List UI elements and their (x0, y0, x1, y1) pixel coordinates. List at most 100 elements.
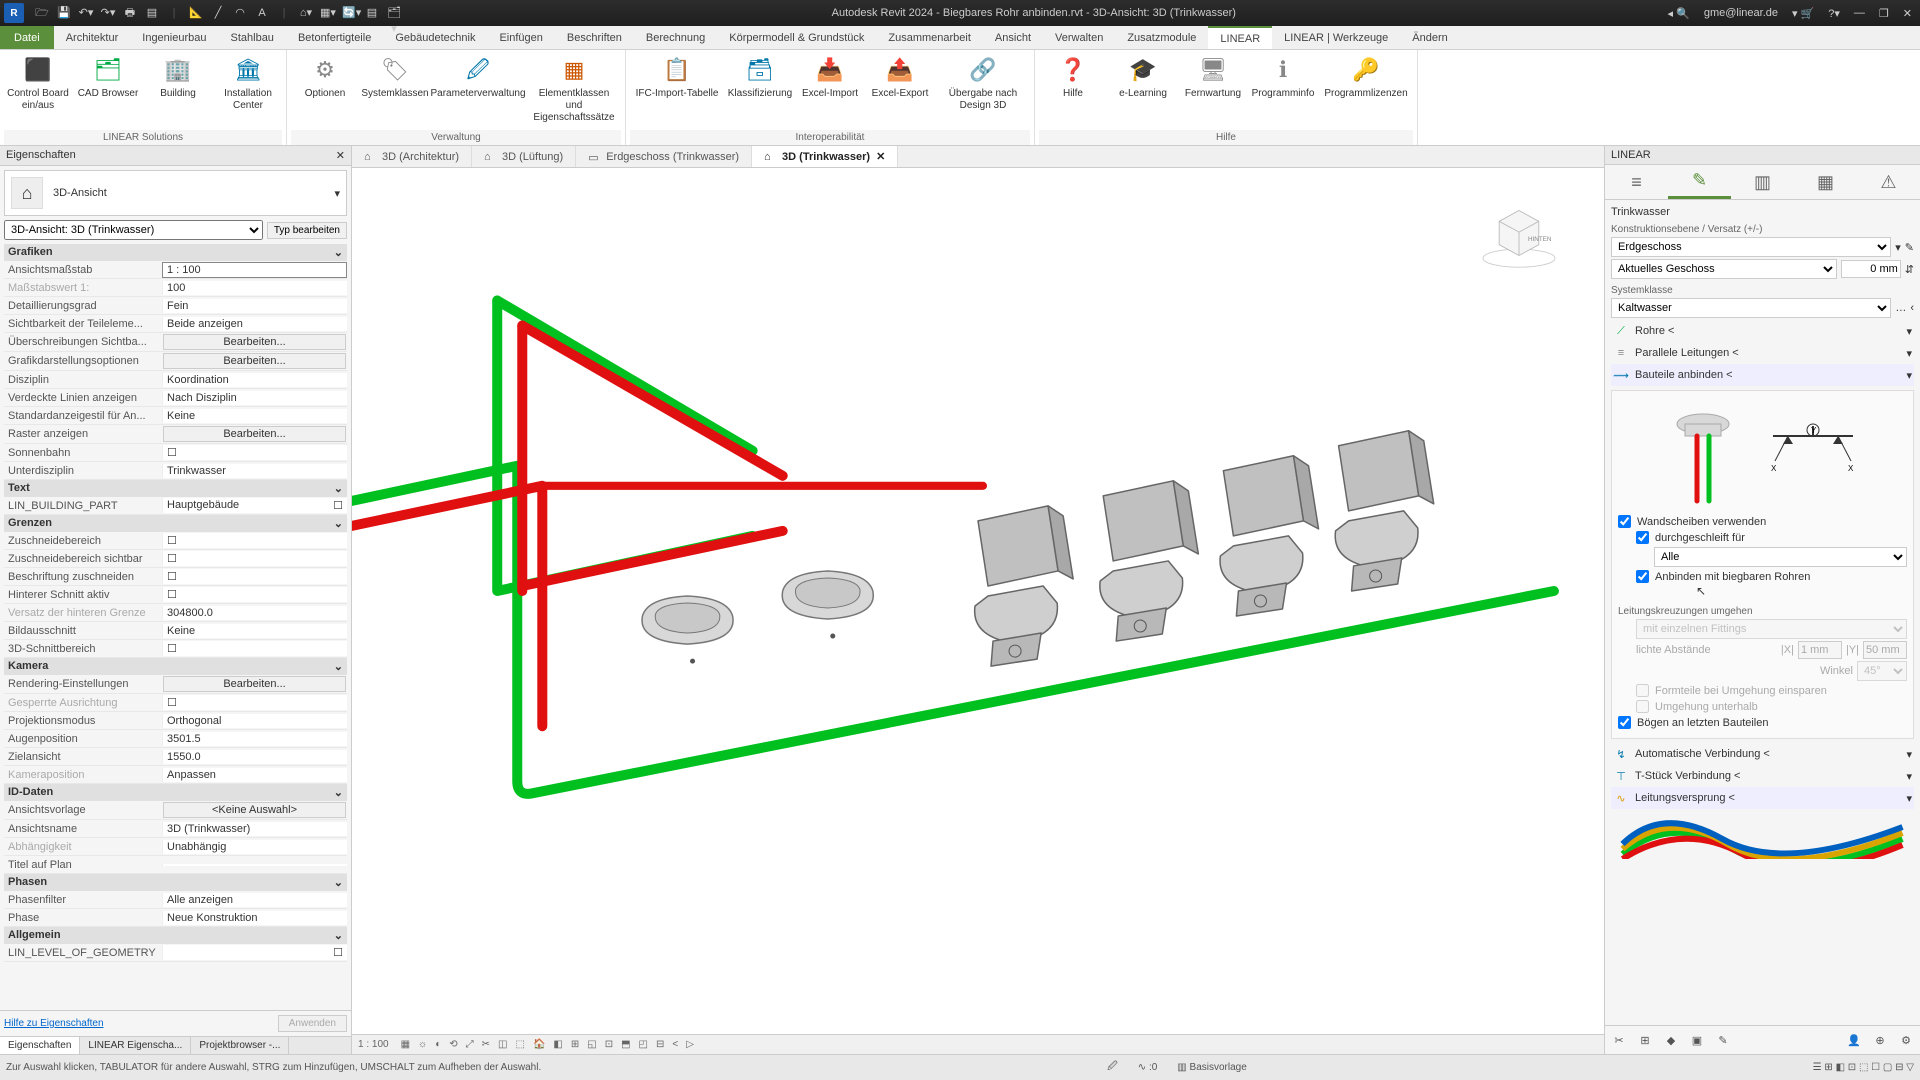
rfoot-icon-7[interactable]: ⊕ (1870, 1030, 1890, 1050)
ribbon-button[interactable]: 📋IFC-Import-Tabelle (630, 52, 724, 130)
property-row[interactable]: Versatz der hinteren Grenze304800.0 (4, 604, 347, 622)
property-row[interactable]: Gesperrte Ausrichtung (4, 694, 347, 712)
search-icon[interactable]: ◂ 🔍 (1668, 7, 1690, 20)
property-row[interactable]: Maßstabswert 1:100 (4, 279, 347, 297)
property-row[interactable]: DisziplinKoordination (4, 371, 347, 389)
rpanel-tab-warn-icon[interactable]: ⚠ (1857, 165, 1920, 199)
property-row[interactable]: LIN_LEVEL_OF_GEOMETRY ☐ (4, 944, 347, 962)
qat-line-icon[interactable]: ╱ (210, 5, 226, 21)
file-tab[interactable]: Datei (0, 26, 54, 49)
rpanel-tab-edit-icon[interactable]: ✎ (1668, 165, 1731, 199)
rpanel-tab-list-icon[interactable]: ≡ (1605, 165, 1668, 199)
close-tab-icon[interactable]: ✕ (876, 150, 885, 163)
ribbon-button[interactable]: 🖥Fernwartung (1179, 52, 1247, 130)
ribbon-tab[interactable]: Gebäudetechnik (383, 26, 487, 49)
viewbar-icon[interactable]: ⬚ (516, 1039, 525, 1050)
restore-icon[interactable]: ❐ (1879, 7, 1889, 20)
edit-type-button[interactable]: Typ bearbeiten (267, 222, 347, 239)
level-lock-icon[interactable]: ▾ (1895, 241, 1901, 254)
properties-bottom-tab[interactable]: LINEAR Eigenscha... (80, 1037, 191, 1054)
tool-row[interactable]: ↯Automatische Verbindung <▾ (1611, 743, 1914, 765)
sysclass-opt1-icon[interactable]: … (1895, 302, 1906, 314)
ribbon-button[interactable]: 🏷Systemklassen (361, 52, 429, 130)
level-pick-icon[interactable]: ✎ (1905, 241, 1914, 254)
ribbon-button[interactable]: 📥Excel-Import (796, 52, 864, 130)
ribbon-button[interactable]: ▦Elementklassen und Eigenschaftssätze (527, 52, 621, 130)
viewbar-icon[interactable]: ⊡ (605, 1039, 613, 1050)
rfoot-icon-6[interactable]: 👤 (1844, 1030, 1864, 1050)
property-category[interactable]: Phasen⌄ (4, 874, 347, 891)
property-row[interactable]: Überschreibungen Sichtba...Bearbeiten... (4, 333, 347, 352)
viewbar-icon[interactable]: ⊟ (656, 1039, 664, 1050)
rfoot-icon-1[interactable]: ✂ (1609, 1030, 1629, 1050)
property-row[interactable]: Standardanzeigestil für An...Keine (4, 407, 347, 425)
bieg-checkbox[interactable] (1636, 570, 1649, 583)
rfoot-icon-5[interactable]: ✎ (1713, 1030, 1733, 1050)
viewbar-icon[interactable]: ◫ (498, 1039, 507, 1050)
ribbon-button[interactable]: 🔗Übergabe nach Design 3D (936, 52, 1030, 130)
sysclass-select[interactable]: Kaltwasser (1611, 298, 1891, 318)
ribbon-tab[interactable]: Zusatzmodule (1115, 26, 1208, 49)
view-tab[interactable]: ⌂3D (Architektur) (352, 146, 472, 167)
qat-redo-icon[interactable]: ↷▾ (100, 5, 116, 21)
qat-views-icon[interactable]: ▦▾ (320, 5, 336, 21)
rfoot-icon-4[interactable]: ▣ (1687, 1030, 1707, 1050)
property-row[interactable]: AbhängigkeitUnabhängig (4, 838, 347, 856)
sysclass-opt2-icon[interactable]: ‹ (1910, 302, 1914, 314)
viewbar-icon[interactable]: ⤢ (466, 1039, 474, 1050)
property-row[interactable]: ProjektionsmodusOrthogonal (4, 712, 347, 730)
viewbar-icon[interactable]: ✂ (482, 1039, 490, 1050)
ribbon-button[interactable]: 🏛Installation Center (214, 52, 282, 130)
viewbar-icon[interactable]: ⬒ (621, 1039, 630, 1050)
tool-row[interactable]: ⟋Rohre <▾ (1611, 320, 1914, 342)
properties-bottom-tab[interactable]: Eigenschaften (0, 1037, 80, 1054)
qat-save-icon[interactable]: 💾 (56, 5, 72, 21)
ribbon-tab[interactable]: Ingenieurbau (130, 26, 218, 49)
viewbar-icon[interactable]: ☼ (418, 1039, 427, 1050)
viewbar-icon[interactable]: 🏠 (533, 1039, 545, 1050)
viewcube[interactable]: HINTEN (1474, 188, 1564, 278)
property-row[interactable]: Ansichtsmaßstab1 : 100 (4, 261, 347, 279)
bogen-checkbox[interactable] (1618, 716, 1631, 729)
rfoot-icon-3[interactable]: ◆ (1661, 1030, 1681, 1050)
rpanel-tab-columns-icon[interactable]: ▥ (1731, 165, 1794, 199)
properties-bottom-tab[interactable]: Projektbrowser -... (191, 1037, 289, 1054)
property-row[interactable]: Ansichtsvorlage<Keine Auswahl> (4, 801, 347, 820)
view-tab[interactable]: ⌂3D (Trinkwasser)✕ (752, 146, 898, 167)
ribbon-button[interactable]: 🏢Building (144, 52, 212, 130)
tool-row[interactable]: ∿Leitungsversprung <▾ (1611, 787, 1914, 809)
ribbon-tab[interactable]: Verwalten (1043, 26, 1115, 49)
property-row[interactable]: LIN_BUILDING_PARTHauptgebäude ☐ (4, 497, 347, 515)
durch-checkbox[interactable] (1636, 531, 1649, 544)
minimize-icon[interactable]: — (1854, 7, 1865, 19)
viewbar-icon[interactable]: ▦ (401, 1039, 410, 1050)
rfoot-icon-8[interactable]: ⚙ (1896, 1030, 1916, 1050)
ribbon-tab[interactable]: Einfügen (487, 26, 554, 49)
qat-home-icon[interactable]: ⌂▾ (298, 5, 314, 21)
property-row[interactable]: Sonnenbahn (4, 444, 347, 462)
ribbon-tab[interactable]: Stahlbau (219, 26, 286, 49)
ribbon-tab[interactable]: Ansicht (983, 26, 1043, 49)
properties-close-icon[interactable]: ✕ (336, 149, 345, 162)
property-row[interactable]: UnterdisziplinTrinkwasser (4, 462, 347, 480)
qat-undo-icon[interactable]: ↶▾ (78, 5, 94, 21)
instance-filter[interactable]: 3D-Ansicht: 3D (Trinkwasser) (4, 220, 263, 240)
property-row[interactable]: Rendering-EinstellungenBearbeiten... (4, 675, 347, 694)
viewbar-icon[interactable]: ◐ (435, 1039, 441, 1050)
property-row[interactable]: Raster anzeigenBearbeiten... (4, 425, 347, 444)
property-row[interactable]: PhasenfilterAlle anzeigen (4, 891, 347, 909)
ribbon-tab[interactable]: Ändern (1400, 26, 1459, 49)
ribbon-tab[interactable]: Zusammenarbeit (876, 26, 983, 49)
ribbon-tab[interactable]: Berechnung (634, 26, 717, 49)
property-category[interactable]: Grenzen⌄ (4, 515, 347, 532)
type-selector[interactable]: ⌂ 3D-Ansicht ▾ (4, 170, 347, 216)
viewbar-icon[interactable]: ◱ (587, 1039, 596, 1050)
level-select[interactable]: Erdgeschoss (1611, 237, 1891, 257)
ribbon-tab[interactable]: LINEAR (1208, 26, 1272, 49)
viewbar-icon[interactable]: ◧ (553, 1039, 562, 1050)
property-row[interactable]: DetaillierungsgradFein (4, 297, 347, 315)
ribbon-button[interactable]: 🔑Programmlizenzen (1319, 52, 1413, 130)
property-row[interactable]: Hinterer Schnitt aktiv (4, 586, 347, 604)
rfoot-icon-2[interactable]: ⊞ (1635, 1030, 1655, 1050)
property-row[interactable]: PhaseNeue Konstruktion (4, 909, 347, 927)
